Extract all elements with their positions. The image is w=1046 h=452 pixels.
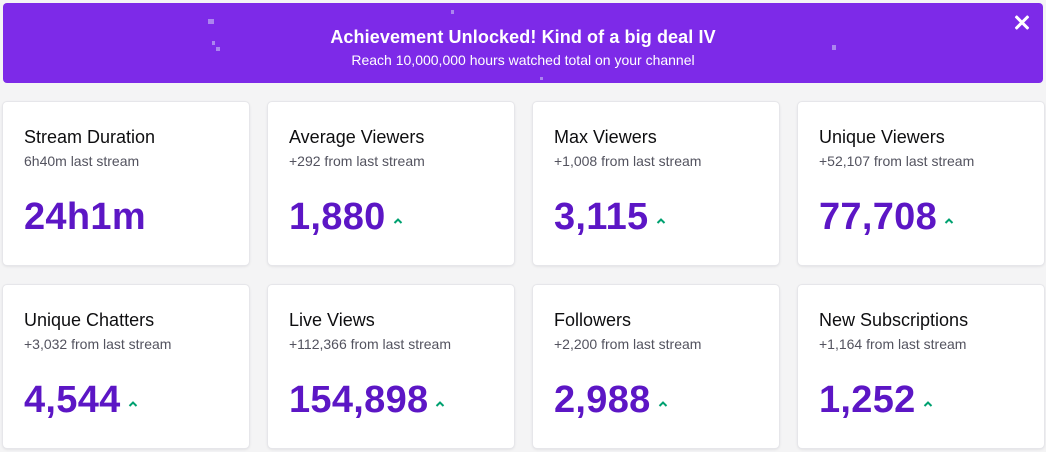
stat-label: Max Viewers	[554, 127, 657, 147]
stat-card-unique-chatters: Unique Chatters +3,032 from last stream …	[3, 285, 249, 448]
stat-label: Unique Chatters	[24, 310, 155, 330]
stat-delta: +112,366 from last stream	[289, 336, 451, 352]
stat-delta: +52,107 from last stream	[819, 153, 975, 169]
trend-up-icon	[944, 217, 954, 224]
stat-card-stream-duration: Stream Duration 6h40m last stream 24h1m	[3, 102, 249, 265]
trend-up-icon	[393, 217, 402, 224]
stat-value: 1,252	[819, 379, 916, 421]
confetti-decoration	[208, 19, 214, 24]
stat-value: 154,898	[289, 379, 429, 421]
stat-delta: 6h40m last stream	[24, 153, 140, 169]
stat-value: 2,988	[554, 379, 651, 421]
trend-up-icon	[656, 217, 665, 224]
stat-card-max-viewers: Max Viewers +1,008 from last stream 3,11…	[533, 102, 779, 265]
stat-delta: +1,164 from last stream	[819, 336, 967, 352]
stat-value: 3,115	[554, 196, 649, 238]
confetti-decoration	[832, 45, 836, 50]
stat-label: Average Viewers	[289, 127, 425, 147]
trend-up-icon	[658, 400, 667, 407]
stats-grid: Stream Duration 6h40m last stream 24h1m …	[3, 102, 1044, 448]
confetti-decoration	[451, 10, 454, 14]
stat-label: Live Views	[289, 310, 375, 330]
stat-value: 77,708	[819, 196, 938, 238]
stat-label: Followers	[554, 310, 632, 330]
banner-title: Achievement Unlocked! Kind of a big deal…	[330, 27, 716, 47]
stat-delta: +3,032 from last stream	[24, 336, 172, 352]
achievement-banner: Achievement Unlocked! Kind of a big deal…	[3, 3, 1043, 83]
close-icon[interactable]	[1011, 11, 1033, 33]
stat-value: 4,544	[24, 379, 121, 421]
stat-delta: +292 from last stream	[289, 153, 425, 169]
trend-up-icon	[128, 400, 137, 407]
confetti-decoration	[540, 77, 543, 80]
banner-subtitle: Reach 10,000,000 hours watched total on …	[351, 52, 695, 68]
confetti-decoration	[212, 41, 215, 45]
trend-up-icon	[436, 400, 445, 407]
stat-card-unique-viewers: Unique Viewers +52,107 from last stream …	[798, 102, 1044, 265]
stat-label: New Subscriptions	[819, 310, 969, 330]
stat-card-average-viewers: Average Viewers +292 from last stream 1,…	[268, 102, 514, 265]
stat-card-live-views: Live Views +112,366 from last stream 154…	[268, 285, 514, 448]
stat-label: Stream Duration	[24, 127, 156, 147]
trend-up-icon	[923, 400, 932, 407]
stat-delta: +1,008 from last stream	[554, 153, 702, 169]
stat-value: 1,880	[289, 196, 386, 238]
stat-label: Unique Viewers	[819, 127, 945, 147]
stat-delta: +2,200 from last stream	[554, 336, 702, 352]
stat-value: 24h1m	[24, 196, 146, 238]
stat-card-followers: Followers +2,200 from last stream 2,988	[533, 285, 779, 448]
confetti-decoration	[216, 47, 220, 51]
stat-card-new-subscriptions: New Subscriptions +1,164 from last strea…	[798, 285, 1044, 448]
